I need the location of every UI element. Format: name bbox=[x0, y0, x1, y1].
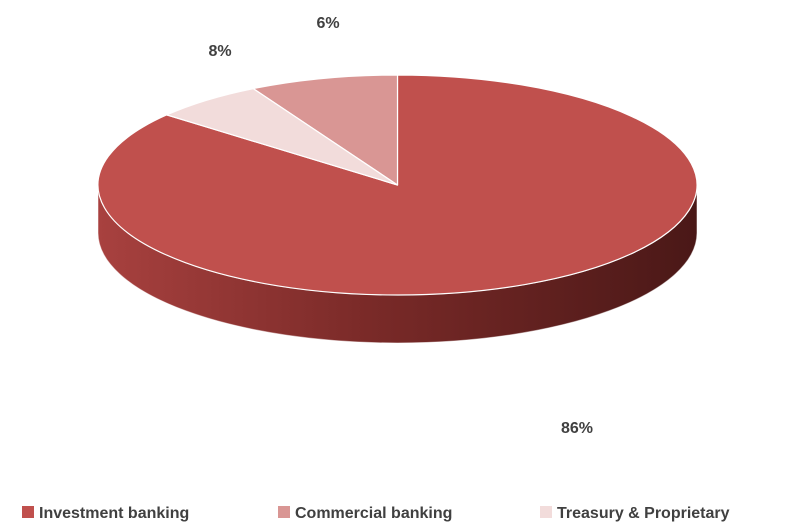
pie-slice-commercial-banking bbox=[252, 74, 399, 186]
data-label-layer: 86% 8% 6% bbox=[208, 15, 593, 437]
legend-item-commercial-banking: Commercial banking bbox=[278, 505, 452, 522]
data-label-commercial-banking: 8% bbox=[208, 43, 231, 60]
legend-label: Treasury & Proprietary bbox=[557, 505, 730, 522]
legend: Investment banking Commercial banking Trea… bbox=[22, 505, 730, 522]
pie-slice-treasury-and-proprietary bbox=[166, 88, 399, 186]
data-label-investment-banking: 86% bbox=[561, 420, 593, 437]
pie-top-layer bbox=[97, 74, 698, 296]
legend-label: Investment banking bbox=[39, 505, 189, 522]
legend-item-investment-banking: Investment banking bbox=[22, 505, 189, 522]
legend-label: Commercial banking bbox=[295, 505, 452, 522]
data-label-treasury-and-proprietary: 6% bbox=[316, 15, 339, 32]
legend-swatch bbox=[278, 506, 290, 518]
legend-item-treasury-and-proprietary: Treasury & Proprietary bbox=[540, 505, 730, 522]
legend-swatch bbox=[22, 506, 34, 518]
legend-swatch bbox=[540, 506, 552, 518]
